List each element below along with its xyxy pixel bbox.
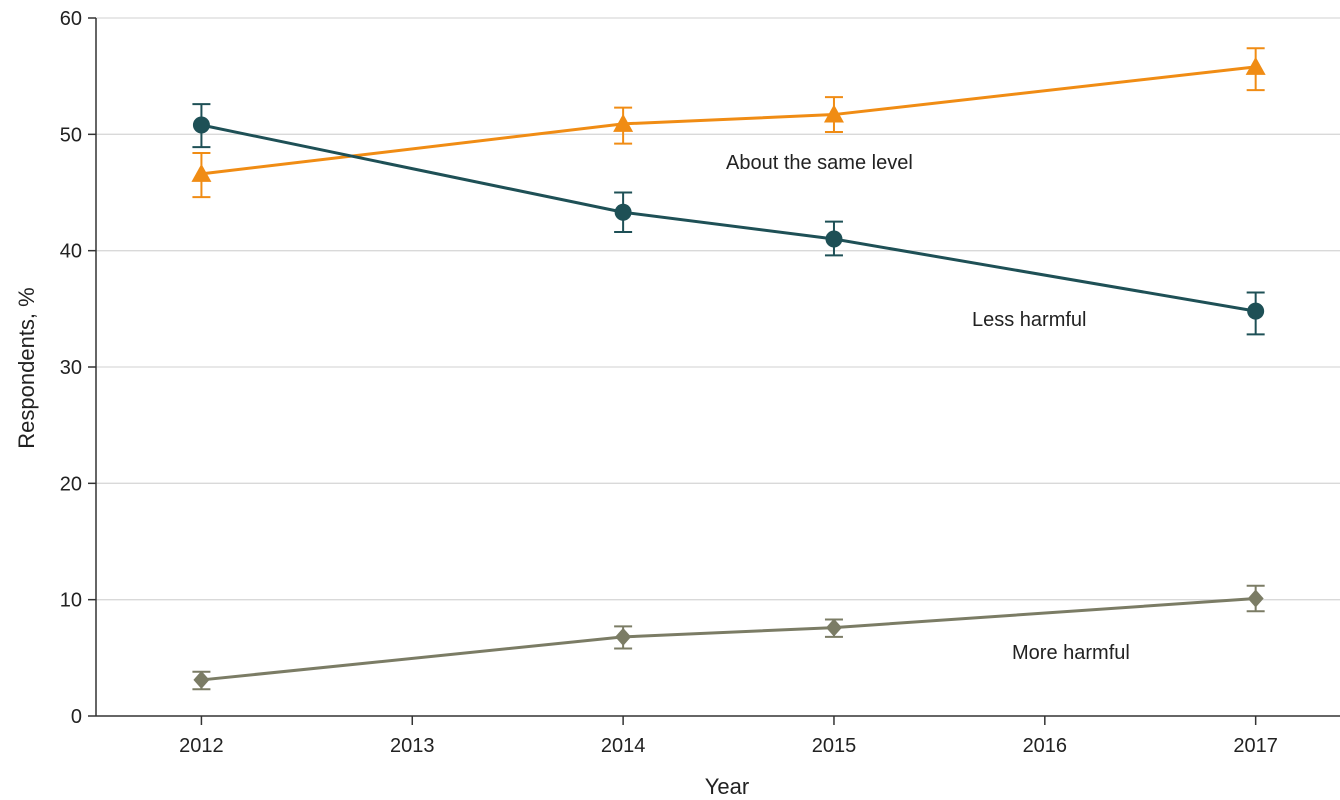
data-point (613, 113, 634, 132)
y-tick-label: 10 (60, 590, 82, 612)
y-tick-label: 30 (60, 357, 82, 379)
series-label: About the same level (726, 152, 913, 174)
series-labels: About the same level Less harmful More har… (726, 152, 1130, 664)
series-line (201, 65, 1256, 176)
x-tick-label: 2016 (1023, 735, 1068, 757)
series-lines (191, 47, 1266, 691)
x-tick-label: 2014 (601, 735, 646, 757)
data-point (192, 116, 210, 134)
x-tick-label: 2015 (812, 735, 857, 757)
series-line (201, 123, 1256, 313)
data-point (1247, 589, 1264, 608)
data-point (191, 163, 212, 182)
data-point (1247, 302, 1265, 320)
gridlines (96, 17, 1340, 601)
data-point (614, 203, 632, 221)
data-point (193, 670, 210, 689)
x-tick-label: 2013 (390, 735, 435, 757)
series-line (201, 597, 1256, 682)
series-0 (191, 47, 1266, 199)
y-tick-label: 0 (71, 706, 82, 728)
y-tick-label: 50 (60, 124, 82, 146)
data-point (823, 104, 844, 123)
data-point (615, 627, 632, 646)
y-tick-label: 20 (60, 473, 82, 495)
series-label: Less harmful (972, 309, 1087, 331)
series-label: More harmful (1012, 642, 1130, 664)
series-2 (192, 584, 1265, 691)
data-point (1245, 56, 1266, 75)
data-point (825, 230, 843, 248)
data-point (825, 618, 842, 637)
x-tick-label: 2017 (1233, 735, 1278, 757)
y-axis-title: Respondents, % (14, 287, 39, 448)
tick-labels: 0 10 20 30 40 50 60 2012 2013 2014 2015 2016 2017 (60, 8, 1278, 757)
y-tick-label: 40 (60, 241, 82, 263)
series-1 (192, 103, 1265, 336)
x-tick-label: 2012 (179, 735, 224, 757)
x-axis-title: Year (705, 774, 749, 799)
y-tick-label: 60 (60, 8, 82, 30)
